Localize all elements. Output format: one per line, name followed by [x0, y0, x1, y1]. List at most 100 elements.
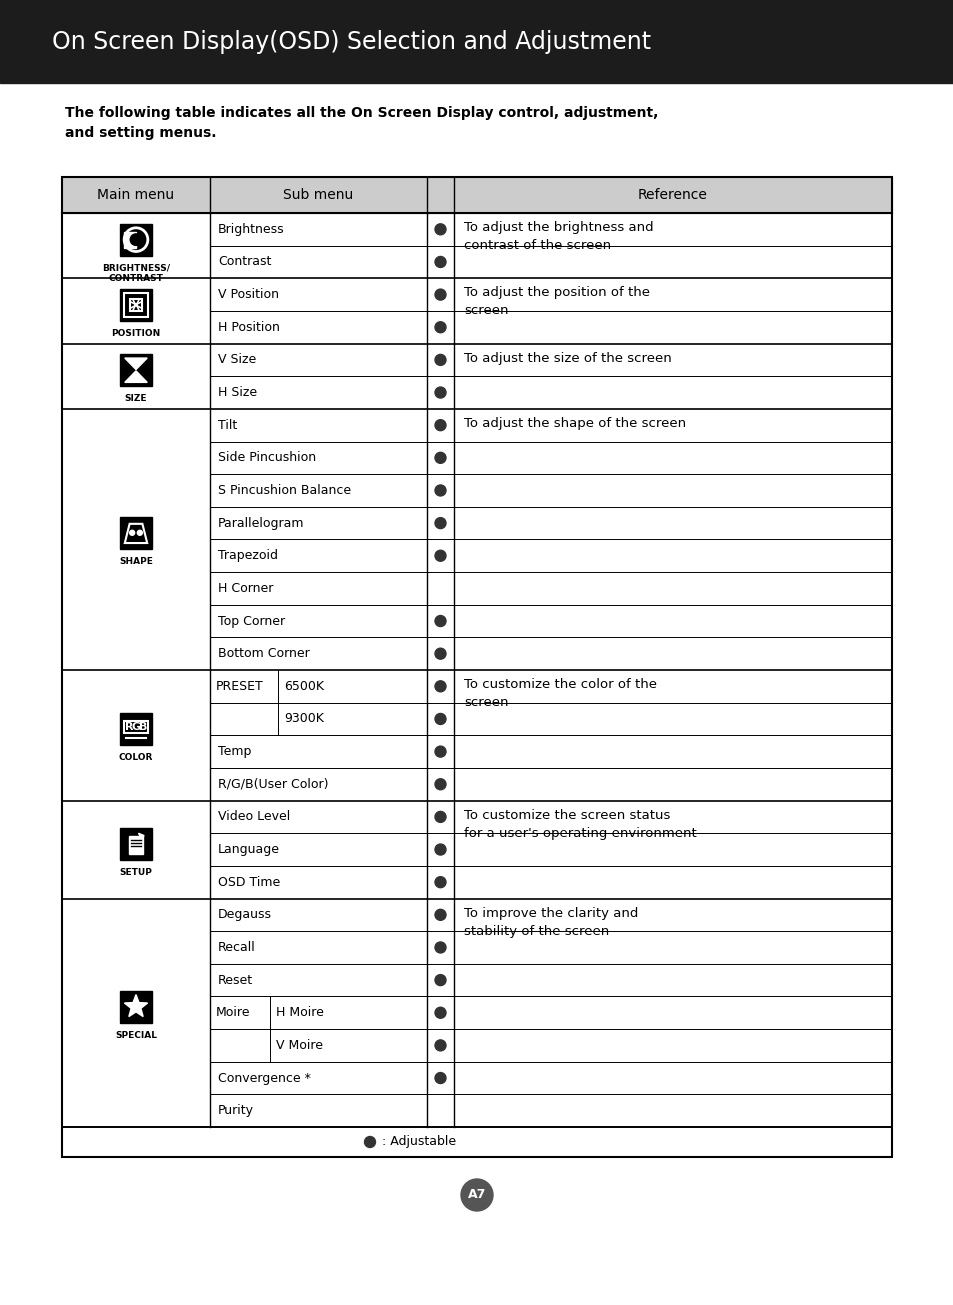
Text: PRESET: PRESET [215, 680, 263, 693]
Text: Main menu: Main menu [97, 188, 174, 202]
Circle shape [435, 1007, 446, 1018]
Circle shape [435, 355, 446, 365]
Text: Side Pincushion: Side Pincushion [218, 452, 315, 465]
Text: Temp: Temp [218, 745, 251, 758]
Bar [124, 292, 148, 317]
Circle shape [435, 485, 446, 496]
Circle shape [435, 844, 446, 855]
Text: Moire: Moire [215, 1006, 251, 1019]
Circle shape [435, 551, 446, 561]
Text: Reset: Reset [218, 974, 253, 987]
Text: H Corner: H Corner [218, 582, 274, 595]
Circle shape [435, 322, 446, 333]
Polygon shape [125, 358, 147, 369]
Text: BRIGHTNESS/
CONTRAST: BRIGHTNESS/ CONTRAST [102, 264, 170, 283]
Text: COLOR: COLOR [119, 753, 153, 762]
Text: Language: Language [218, 843, 280, 856]
Text: Trapezoid: Trapezoid [218, 549, 277, 562]
Circle shape [435, 388, 446, 398]
Circle shape [435, 616, 446, 626]
Bar [62, 177, 891, 1158]
Text: Sub menu: Sub menu [283, 188, 354, 202]
Text: Reference: Reference [638, 188, 707, 202]
Text: 9300K: 9300K [284, 713, 323, 726]
Text: Contrast: Contrast [218, 256, 271, 269]
Text: H Position: H Position [218, 321, 279, 334]
Circle shape [435, 518, 446, 529]
Text: : Adjustable: : Adjustable [381, 1135, 456, 1148]
Text: Degauss: Degauss [218, 908, 272, 921]
Text: R/G/B(User Color): R/G/B(User Color) [218, 778, 328, 791]
Text: SIZE: SIZE [125, 394, 147, 403]
Bar [120, 354, 152, 386]
Text: SPECIAL: SPECIAL [115, 1031, 157, 1040]
Text: and setting menus.: and setting menus. [65, 127, 216, 140]
Text: V Size: V Size [218, 354, 256, 367]
Circle shape [435, 1040, 446, 1051]
Circle shape [435, 910, 446, 920]
Bar [120, 288, 152, 321]
Text: V Moire: V Moire [275, 1039, 323, 1052]
Bar [120, 517, 152, 549]
Text: To adjust the size of the screen: To adjust the size of the screen [463, 352, 671, 364]
Text: Parallelogram: Parallelogram [218, 517, 304, 530]
Text: POSITION: POSITION [112, 329, 160, 338]
Circle shape [435, 812, 446, 822]
Text: H Moire: H Moire [275, 1006, 323, 1019]
Circle shape [435, 453, 446, 463]
Text: To customize the color of the
screen: To customize the color of the screen [463, 679, 657, 709]
Polygon shape [124, 994, 148, 1017]
Text: Bottom Corner: Bottom Corner [218, 647, 310, 660]
Text: To adjust the position of the
screen: To adjust the position of the screen [463, 286, 649, 317]
Text: S Pincushion Balance: S Pincushion Balance [218, 484, 351, 497]
Text: H Size: H Size [218, 386, 257, 399]
Text: The following table indicates all the On Screen Display control, adjustment,: The following table indicates all the On… [65, 106, 658, 120]
Circle shape [131, 234, 142, 245]
Text: SETUP: SETUP [119, 868, 152, 877]
Bar [0, 0, 953, 84]
Text: To improve the clarity and
stability of the screen: To improve the clarity and stability of … [463, 907, 638, 938]
Circle shape [364, 1137, 375, 1147]
Bar [120, 990, 152, 1023]
Bar [130, 299, 142, 312]
Circle shape [137, 530, 142, 535]
Text: To adjust the brightness and
contrast of the screen: To adjust the brightness and contrast of… [463, 221, 653, 252]
Circle shape [435, 877, 446, 887]
Text: Purity: Purity [218, 1104, 253, 1117]
Circle shape [435, 649, 446, 659]
Text: B: B [139, 723, 147, 732]
Text: Convergence *: Convergence * [218, 1071, 311, 1084]
Circle shape [435, 420, 446, 431]
Circle shape [435, 714, 446, 724]
Text: R: R [125, 723, 133, 732]
Text: Tilt: Tilt [218, 419, 237, 432]
Circle shape [435, 942, 446, 953]
Polygon shape [138, 834, 144, 839]
Text: 6500K: 6500K [284, 680, 324, 693]
Circle shape [435, 257, 446, 268]
Circle shape [435, 746, 446, 757]
Bar [124, 720, 148, 733]
Bar [120, 714, 152, 745]
Circle shape [435, 290, 446, 300]
Text: Recall: Recall [218, 941, 255, 954]
Text: OSD Time: OSD Time [218, 876, 280, 889]
Bar [124, 232, 136, 248]
Circle shape [130, 530, 134, 535]
Circle shape [435, 681, 446, 692]
Text: V Position: V Position [218, 288, 278, 301]
Polygon shape [125, 371, 147, 382]
Bar [120, 827, 152, 860]
Text: Brightness: Brightness [218, 223, 284, 236]
Circle shape [435, 779, 446, 790]
Text: Top Corner: Top Corner [218, 615, 285, 628]
Circle shape [460, 1178, 493, 1211]
Text: SHAPE: SHAPE [119, 557, 152, 566]
Text: To customize the screen status
for a user's operating environment: To customize the screen status for a use… [463, 809, 696, 839]
Bar [129, 837, 143, 853]
Circle shape [435, 224, 446, 235]
Bar [120, 223, 152, 256]
Text: G: G [132, 723, 140, 732]
Circle shape [435, 975, 446, 985]
Text: To adjust the shape of the screen: To adjust the shape of the screen [463, 418, 685, 431]
